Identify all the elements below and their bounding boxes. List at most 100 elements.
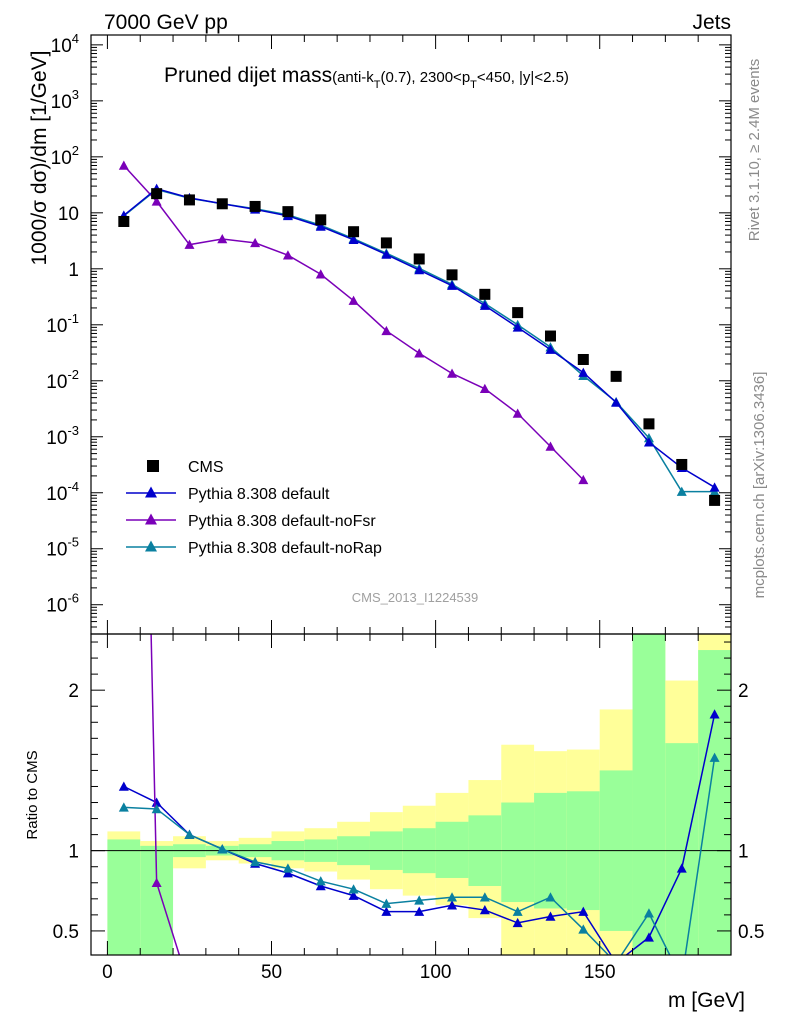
ratio-marker-series-2 (151, 803, 162, 814)
main-marker-series-0 (414, 265, 425, 275)
main-marker-series-0 (348, 234, 359, 245)
ratio-marker-series-2 (578, 924, 589, 934)
cms-data-point (380, 237, 392, 249)
main-marker-series-0 (315, 221, 326, 231)
ratio-marker-series-2 (479, 892, 490, 902)
ratio-marker-series-2 (414, 895, 425, 905)
ratio-ytick-label-right: 1 (738, 842, 749, 863)
ratio-marker-series-0 (512, 917, 523, 928)
main-marker-series-0 (381, 249, 392, 259)
legend-marker-norap (145, 540, 157, 552)
title-sub-3: T (470, 79, 477, 91)
legend-label-nofsr: Pythia 8.308 default-noFsr (188, 513, 376, 530)
svg-text:Pruned dijet mass(anti-kT(0.7): Pruned dijet mass(anti-kT(0.7), 2300<pT<… (164, 64, 569, 91)
cms-data-point (643, 418, 655, 430)
header-left: 7000 GeV pp (104, 11, 228, 34)
main-marker-series-1 (578, 474, 589, 485)
main-ytick-label: 102 (51, 143, 79, 169)
title-sub-4: <450, |y|<2.5) (477, 69, 569, 86)
ratio-marker-series-2 (643, 908, 654, 918)
main-marker-series-1 (282, 250, 293, 260)
ratio-marker-series-2 (381, 898, 392, 908)
ratio-ytick-label: 0.5 (53, 922, 79, 943)
cms-data-point (512, 307, 524, 319)
main-ylabel: 1000/σ dσ)/dm [1/GeV] (28, 50, 51, 265)
main-marker-series-0 (545, 344, 556, 354)
ratio-marker-series-2 (250, 856, 261, 867)
ratio-marker-series-2 (118, 802, 129, 812)
cms-data-point (118, 215, 130, 227)
main-marker-series-0 (578, 367, 589, 377)
main-marker-series-1 (381, 325, 392, 336)
cms-data-point (577, 353, 589, 365)
main-marker-series-1 (414, 348, 425, 358)
ratio-marker-series-2 (447, 892, 458, 902)
side-label-rivet: Rivet 3.1.10, ≥ 2.4M events (746, 59, 763, 242)
cms-data-point (446, 269, 458, 281)
cms-data-point (282, 206, 294, 218)
main-marker-series-0 (643, 437, 654, 447)
ratio-marker-series-0 (545, 911, 556, 921)
ratio-marker-series-0 (447, 900, 458, 910)
main-ytick-label: 1 (68, 260, 79, 281)
legend-marker-default (145, 486, 157, 498)
watermark: CMS_2013_I1224539 (352, 590, 479, 605)
main-ytick-label: 10 (58, 204, 79, 225)
main-ytick-label: 10-3 (46, 423, 79, 449)
axes: 10-6 10-5 10-4 10-3 10-2 10-1 1 10 102 103 104 0 50 1… (46, 31, 764, 983)
ratio-marker-series-2 (709, 752, 720, 762)
main-ytick-label: 10-4 (46, 479, 79, 505)
main-marker-series-1 (315, 269, 326, 279)
cms-data-point (151, 188, 163, 200)
ratio-band-inner (435, 821, 469, 878)
legend-label-cms: CMS (188, 459, 224, 476)
main-ytick-label: 103 (51, 87, 79, 113)
main-marker-series-1 (250, 237, 261, 248)
ratio-marker-series-2 (348, 884, 359, 894)
chart-title: Pruned dijet mass(anti-kT(0.7), 2300<pT<… (164, 64, 569, 91)
ratio-marker-series-2 (545, 892, 556, 902)
main-marker-series-1 (479, 383, 490, 394)
ratio-marker-series-2 (282, 863, 293, 873)
xtick-label: 150 (584, 962, 616, 983)
main-ytick-label: 104 (51, 31, 79, 57)
ratio-ytick-label: 1 (68, 842, 79, 863)
main-plot-content (118, 160, 721, 506)
legend-label-norap: Pythia 8.308 default-noRap (188, 540, 382, 557)
ratio-marker-series-0 (479, 905, 490, 915)
main-marker-series-1 (447, 368, 458, 378)
main-ytick-label: 10-2 (46, 367, 79, 393)
main-marker-series-1 (151, 196, 162, 206)
main-marker-series-1 (512, 408, 523, 418)
title-sub-0: (anti-k (332, 69, 374, 86)
legend-marker-nofsr (145, 513, 157, 525)
ratio-marker-series-2 (184, 829, 195, 839)
ratio-plot-content (91, 634, 731, 955)
ratio-band-inner (501, 802, 535, 903)
cms-data-point (348, 226, 360, 238)
ratio-marker-series-0 (676, 863, 687, 873)
ratio-ylabel: Ratio to CMS (24, 750, 41, 839)
main-marker-series-0 (479, 300, 490, 310)
cms-data-point (183, 194, 195, 206)
ratio-marker-series-0 (315, 880, 326, 891)
legend-label-default: Pythia 8.308 default (188, 486, 330, 503)
ratio-marker-series-0 (348, 890, 359, 900)
main-marker-series-0 (611, 397, 622, 407)
main-ytick-label: 10-6 (46, 591, 79, 617)
cms-data-point (544, 330, 556, 342)
ratio-marker-series-0 (414, 906, 425, 916)
main-marker-series-1 (217, 234, 228, 244)
title-sub-1: T (374, 79, 381, 91)
ratio-marker-series-2 (315, 876, 326, 886)
main-marker-series-1 (545, 441, 556, 451)
main-marker-series-0 (709, 482, 720, 492)
xtick-label: 50 (261, 962, 282, 983)
ratio-ytick-label: 2 (68, 681, 79, 702)
ratio-marker-series-0 (578, 906, 589, 916)
ratio-marker-series-0 (282, 868, 293, 878)
ratio-marker-series-0 (118, 781, 129, 791)
title-sub-2: (0.7), 2300<p (381, 69, 471, 86)
ratio-marker-series-0 (381, 906, 392, 916)
main-marker-series-0 (512, 322, 523, 332)
